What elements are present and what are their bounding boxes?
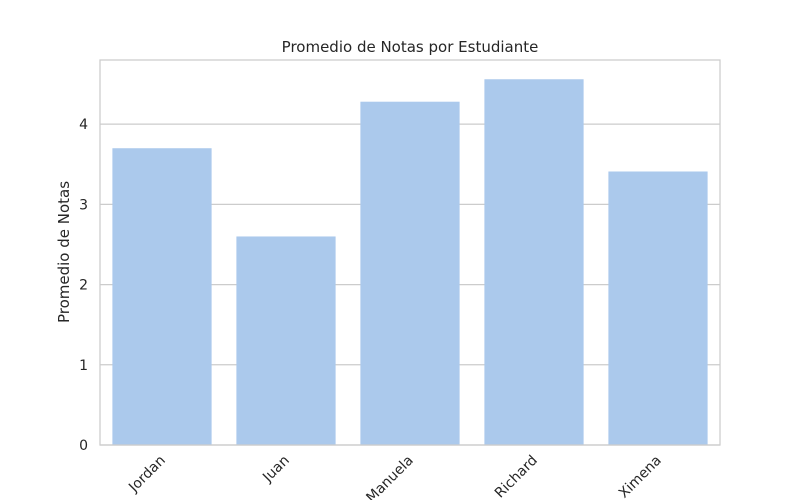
plot-frame	[99, 59, 721, 446]
bar-richard	[484, 79, 584, 445]
bar-jordan	[112, 148, 212, 445]
y-tick-label: 2	[79, 278, 88, 294]
x-tick-label: Manuela	[363, 453, 416, 500]
bar-manuela	[360, 101, 460, 445]
bars	[112, 79, 708, 446]
x-tick-label: Jordan	[125, 453, 169, 497]
x-tick-label: Juan	[259, 453, 293, 487]
chart-title: Promedio de Notas por Estudiante	[282, 38, 539, 56]
x-tick-labels: Jordan Juan Manuela Richard Ximena	[125, 453, 665, 504]
bar-ximena	[608, 171, 708, 446]
y-axis-label: Promedio de Notas	[55, 181, 73, 323]
x-tick-label: Ximena	[616, 453, 665, 500]
x-tick-label: Richard	[492, 453, 541, 500]
y-tick-label: 4	[79, 117, 88, 133]
y-tick-labels: 0 1 2 3 4	[79, 117, 88, 454]
y-tick-label: 3	[79, 197, 88, 213]
y-tick-label: 0	[79, 438, 88, 454]
y-tick-label: 1	[79, 358, 88, 374]
bar-juan	[236, 236, 336, 445]
